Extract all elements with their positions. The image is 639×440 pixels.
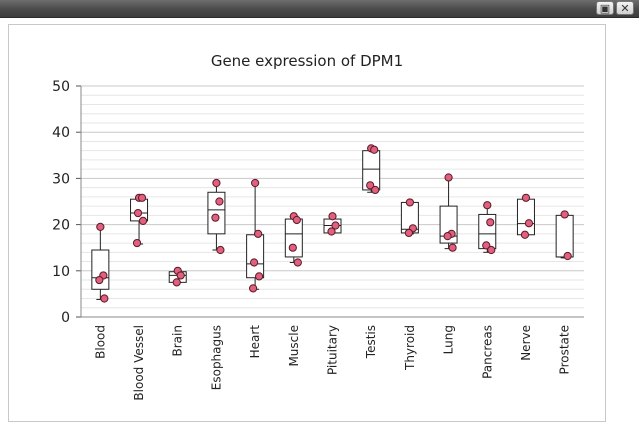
data-point	[249, 284, 258, 293]
data-point	[292, 215, 301, 225]
data-point	[216, 245, 225, 255]
data-point	[96, 222, 105, 232]
x-tick-label: Pancreas	[480, 325, 494, 379]
y-tick-label: 40	[52, 125, 70, 141]
x-tick-label: Testis	[364, 325, 378, 359]
data-point	[370, 145, 379, 154]
box	[555, 214, 574, 258]
x-tick-label: Blood	[93, 325, 107, 359]
x-tick-label: Thyroid	[403, 325, 417, 371]
x-axis-labels: Blood Blood Vessel Brain Esophagus Heart Musc…	[93, 325, 571, 401]
close-icon: ✕	[620, 1, 630, 15]
data-point	[293, 258, 302, 267]
box	[516, 198, 535, 236]
close-button[interactable]: ✕	[616, 1, 634, 15]
data-point	[250, 258, 259, 267]
box	[246, 234, 265, 279]
data-points	[95, 144, 572, 303]
data-point	[327, 227, 336, 236]
y-tick-label: 20	[52, 218, 70, 234]
x-tick-label: Prostate	[558, 325, 572, 374]
grid-lines	[81, 85, 584, 318]
data-point	[255, 272, 264, 281]
x-tick-label: Esophagus	[209, 325, 223, 390]
data-point	[100, 294, 109, 303]
box-plot-chart: Gene expression of DPM1 0 10 20 30 40 50 Bloo…	[52, 52, 584, 401]
data-point	[251, 178, 260, 188]
data-point	[520, 230, 530, 239]
data-point	[563, 251, 572, 261]
window-titlebar: ▣ ✕	[0, 0, 639, 18]
y-tick-label: 10	[52, 264, 70, 280]
y-tick-label: 50	[52, 79, 70, 95]
x-tick-label: Nerve	[519, 325, 533, 361]
data-point	[404, 228, 413, 238]
data-point	[444, 173, 453, 182]
data-point	[172, 278, 181, 287]
chart-title: Gene expression of DPM1	[211, 52, 403, 70]
data-point	[211, 213, 220, 222]
data-point	[524, 219, 534, 228]
data-point	[448, 243, 457, 252]
y-axis: 0 10 20 30 40 50	[52, 79, 584, 326]
data-point	[331, 221, 340, 230]
data-point	[132, 238, 142, 248]
restore-button[interactable]: ▣	[596, 1, 614, 15]
restore-icon: ▣	[599, 1, 611, 15]
x-tick-label: Muscle	[287, 325, 301, 367]
data-point	[366, 181, 375, 190]
chart-panel: Gene expression of DPM1 0 10 20 30 40 50 Bloo…	[8, 24, 606, 422]
x-tick-label: Pituitary	[326, 325, 340, 375]
data-point	[288, 243, 297, 252]
data-point	[212, 178, 221, 188]
data-point	[328, 212, 337, 221]
data-point	[176, 271, 185, 280]
y-tick-label: 30	[52, 171, 70, 187]
data-point	[521, 193, 531, 202]
x-tick-label: Blood Vessel	[132, 325, 146, 401]
x-tick-label: Brain	[171, 325, 185, 356]
y-tick-label: 0	[61, 310, 70, 326]
data-point	[254, 229, 263, 238]
data-point	[371, 185, 380, 195]
data-point	[215, 197, 224, 206]
data-point	[95, 275, 104, 285]
data-point	[443, 232, 452, 241]
data-point	[487, 245, 496, 255]
data-point	[405, 198, 414, 207]
data-point	[483, 201, 492, 210]
data-point	[133, 208, 143, 218]
data-point	[482, 241, 491, 250]
data-point	[486, 218, 495, 227]
x-tick-label: Heart	[248, 325, 262, 359]
x-tick-label: Lung	[442, 325, 456, 354]
data-point	[138, 216, 148, 226]
box	[207, 191, 226, 235]
data-point	[137, 193, 147, 202]
data-point	[560, 210, 569, 219]
